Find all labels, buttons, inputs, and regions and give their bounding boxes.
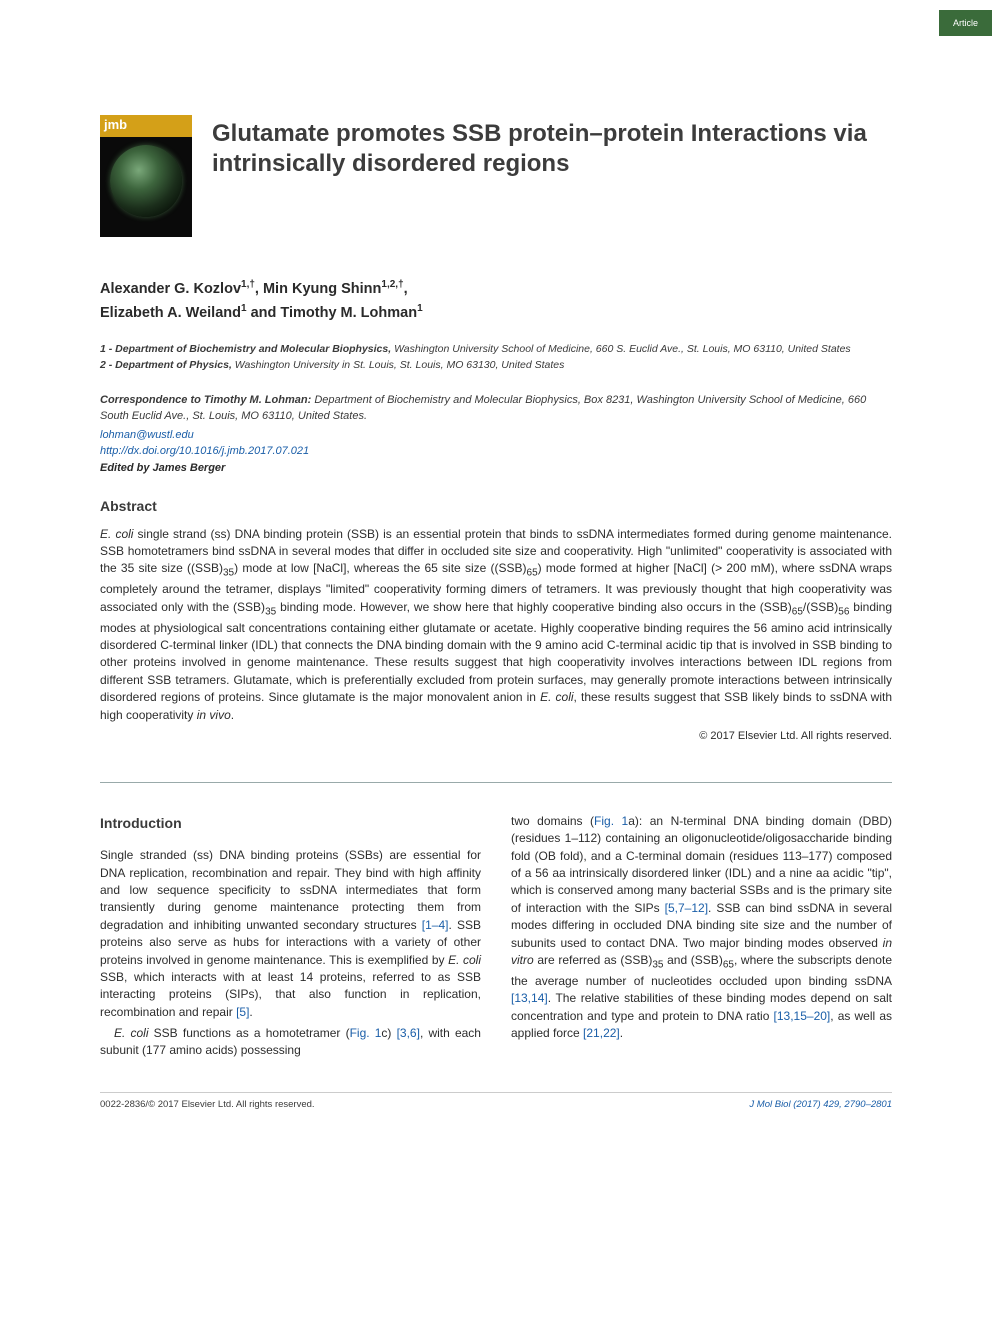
column-right: two domains (Fig. 1a): an N-terminal DNA… bbox=[511, 813, 892, 1064]
footer-copyright: 0022-2836/© 2017 Elsevier Ltd. All right… bbox=[100, 1099, 315, 1110]
ref-3-6[interactable]: [3,6] bbox=[397, 1026, 420, 1040]
article-title: Glutamate promotes SSB protein–protein I… bbox=[212, 115, 892, 179]
ref-5[interactable]: [5] bbox=[236, 1005, 249, 1019]
affiliations: 1 - Department of Biochemistry and Molec… bbox=[100, 342, 892, 373]
abstract-heading: Abstract bbox=[100, 498, 892, 514]
ref-13-14[interactable]: [13,14] bbox=[511, 991, 548, 1005]
ref-5-7-12[interactable]: [5,7–12] bbox=[665, 901, 708, 915]
page-content: jmb Glutamate promotes SSB protein–prote… bbox=[0, 0, 992, 1150]
body-columns: Introduction Single stranded (ss) DNA bi… bbox=[100, 813, 892, 1064]
cover-art-icon bbox=[110, 145, 182, 217]
intro-para-1: Single stranded (ss) DNA binding protein… bbox=[100, 847, 481, 1021]
affiliation-2: 2 - Department of Physics, Washington Un… bbox=[100, 358, 892, 373]
footer-citation: J Mol Biol (2017) 429, 2790–2801 bbox=[749, 1099, 892, 1110]
intro-para-2-cont: two domains (Fig. 1a): an N-terminal DNA… bbox=[511, 813, 892, 1043]
ref-21-22[interactable]: [21,22] bbox=[583, 1026, 620, 1040]
email-link[interactable]: lohman@wustl.edu bbox=[100, 427, 892, 444]
edited-by: Edited by James Berger bbox=[100, 462, 892, 474]
ref-13-15-20[interactable]: [13,15–20] bbox=[774, 1009, 831, 1023]
introduction-heading: Introduction bbox=[100, 813, 481, 833]
author-list: Alexander G. Kozlov1,†, Min Kyung Shinn1… bbox=[100, 277, 892, 324]
correspondence: Correspondence to Timothy M. Lohman: Dep… bbox=[100, 392, 892, 425]
page-type-tab: Article bbox=[939, 10, 992, 36]
abstract-copyright: © 2017 Elsevier Ltd. All rights reserved… bbox=[100, 730, 892, 742]
affiliation-1: 1 - Department of Biochemistry and Molec… bbox=[100, 342, 892, 357]
journal-cover-thumbnail: jmb bbox=[100, 115, 192, 237]
intro-para-2: E. coli SSB functions as a homotetramer … bbox=[100, 1025, 481, 1060]
column-left: Introduction Single stranded (ss) DNA bi… bbox=[100, 813, 481, 1064]
correspondence-label: Correspondence to Timothy M. Lohman: bbox=[100, 394, 311, 406]
fig-1c-link[interactable]: Fig. 1 bbox=[350, 1026, 382, 1040]
ref-1-4[interactable]: [1–4] bbox=[422, 918, 449, 932]
abstract-text: E. coli single strand (ss) DNA binding p… bbox=[100, 526, 892, 724]
journal-acronym: jmb bbox=[100, 115, 192, 137]
page-footer: 0022-2836/© 2017 Elsevier Ltd. All right… bbox=[100, 1092, 892, 1110]
fig-1a-link[interactable]: Fig. 1 bbox=[594, 814, 628, 828]
section-divider bbox=[100, 782, 892, 783]
header-row: jmb Glutamate promotes SSB protein–prote… bbox=[100, 115, 892, 237]
doi-link[interactable]: http://dx.doi.org/10.1016/j.jmb.2017.07.… bbox=[100, 443, 892, 460]
